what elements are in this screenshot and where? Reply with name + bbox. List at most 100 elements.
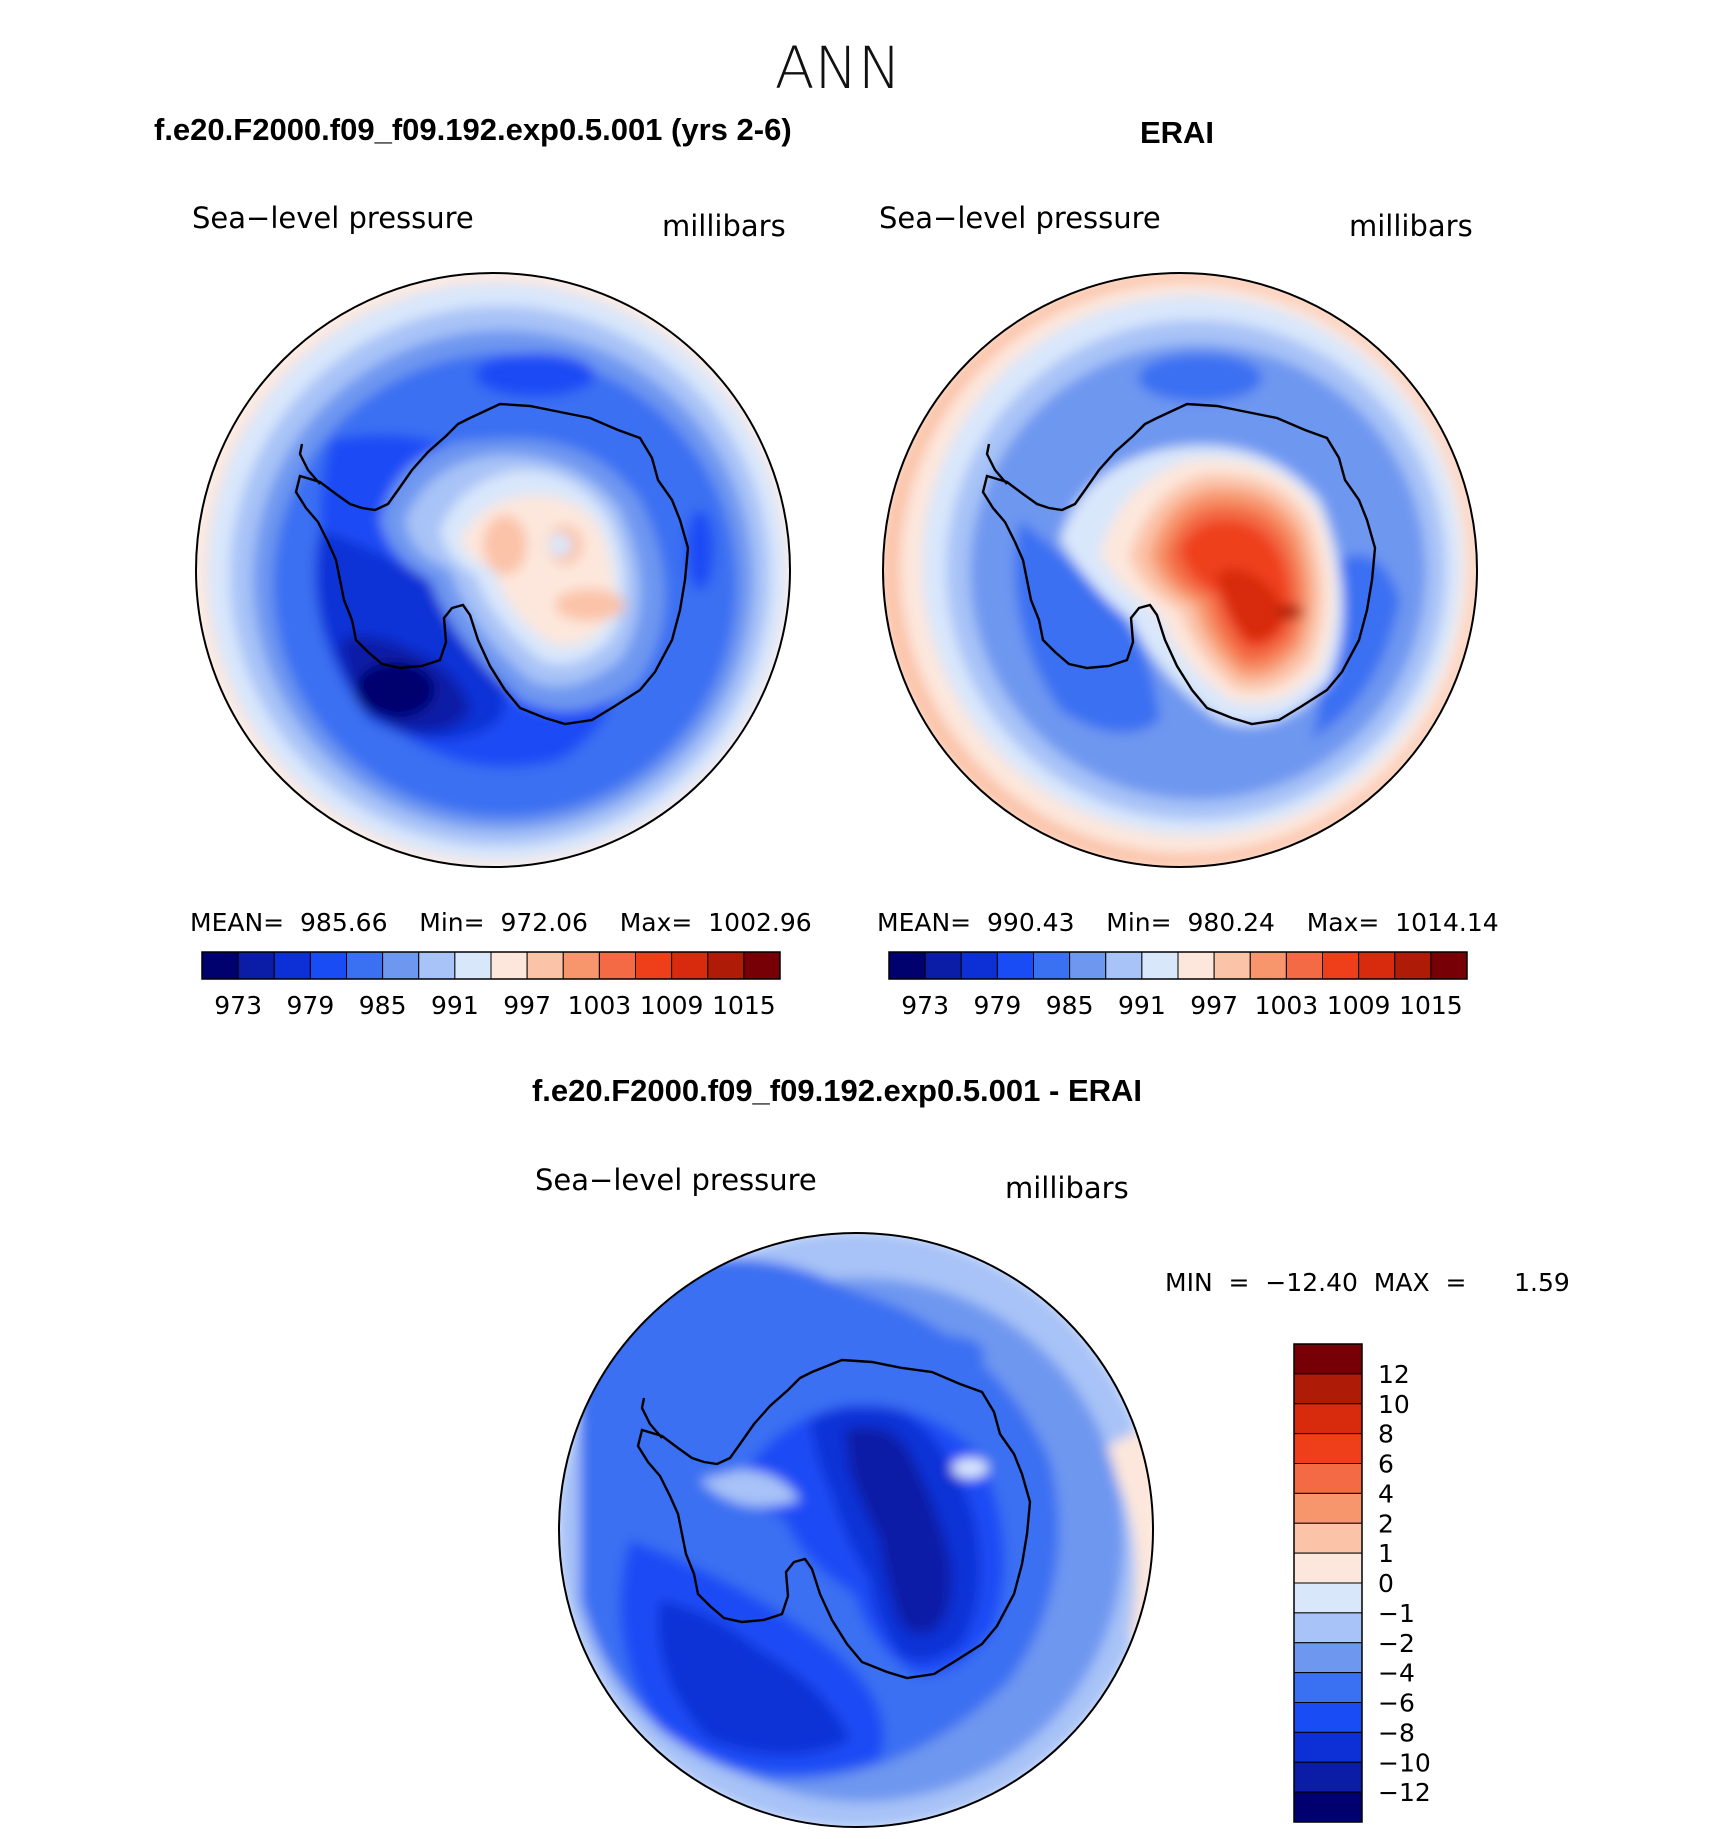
panel-diff-variable-label: Sea−level pressure <box>535 1163 817 1197</box>
colorbar-tick-label: 1003 <box>1255 991 1319 1020</box>
colorbar-tick-label: 1009 <box>640 991 704 1020</box>
colorbar-tick-label: 12 <box>1378 1360 1410 1389</box>
colorbar-swatch <box>201 951 239 980</box>
colorbar-swatch <box>1394 951 1432 980</box>
colorbar-tick-label: 1003 <box>568 991 632 1020</box>
colorbar-swatch <box>1293 1373 1363 1405</box>
colorbar-swatch <box>1249 951 1287 980</box>
panel-diff-units-label: millibars <box>1005 1171 1129 1205</box>
panel-obs-title: ERAI <box>1140 115 1214 150</box>
colorbar-swatch <box>490 951 528 980</box>
colorbar-swatch <box>1322 951 1360 980</box>
colorbar-tick-label: 1015 <box>1399 991 1463 1020</box>
colorbar-swatch <box>526 951 564 980</box>
colorbar-swatch <box>1293 1552 1363 1584</box>
colorbar-swatch <box>635 951 673 980</box>
colorbar-tick-label: 991 <box>1118 991 1166 1020</box>
panel-obs-colorbar: 973 979 985 991 997 1003 1009 1015 <box>888 951 1468 1020</box>
panel-obs-map-border <box>882 272 1478 868</box>
colorbar-swatch <box>1293 1612 1363 1644</box>
panel-diff-title: f.e20.F2000.f09_f09.192.exp0.5.001 - ERA… <box>532 1073 1142 1108</box>
colorbar-swatch <box>1293 1642 1363 1674</box>
colorbar-tick-label: 985 <box>359 991 407 1020</box>
colorbar-swatch <box>562 951 600 980</box>
colorbar-tick-label: −8 <box>1378 1718 1415 1747</box>
panel-model: f.e20.F2000.f09_f09.192.exp0.5.001 (yrs … <box>154 112 812 1020</box>
colorbar-frame <box>1293 1343 1363 1823</box>
panel-model-coastline <box>294 402 690 726</box>
colorbar-tick-label: 979 <box>287 991 335 1020</box>
colorbar-swatch <box>1293 1582 1363 1614</box>
colorbar-swatch <box>1105 951 1143 980</box>
panel-diff-stats: MIN = −12.40 MAX = 1.59 <box>1165 1268 1570 1297</box>
colorbar-tick-label: 979 <box>974 991 1022 1020</box>
colorbar-tick-label: 991 <box>431 991 479 1020</box>
colorbar-swatch <box>1293 1791 1363 1823</box>
colorbar-tick-label: 0 <box>1378 1569 1394 1598</box>
colorbar-swatch <box>1293 1761 1363 1793</box>
colorbar-tick-label: 4 <box>1378 1479 1394 1508</box>
panel-model-variable-label: Sea−level pressure <box>192 201 474 235</box>
panel-model-colorbar: 973 979 985 991 997 1003 1009 1015 <box>201 951 781 1020</box>
colorbar-swatch <box>1033 951 1071 980</box>
colorbar-swatch <box>1293 1672 1363 1703</box>
panel-obs-stats: MEAN= 990.43 Min= 980.24 Max= 1014.14 <box>877 908 1499 937</box>
colorbar-swatch <box>454 951 492 980</box>
colorbar-frame <box>888 951 1468 980</box>
colorbar-tick-label: 973 <box>901 991 949 1020</box>
colorbar-tick-label: −12 <box>1378 1778 1431 1807</box>
colorbar-tick-label: 985 <box>1046 991 1094 1020</box>
colorbar-swatch <box>671 951 709 980</box>
colorbar-swatch <box>996 951 1034 980</box>
colorbar-tick-label: 6 <box>1378 1450 1394 1479</box>
colorbar-swatch <box>960 951 998 980</box>
colorbar-tick-label: 1015 <box>712 991 776 1020</box>
panel-obs-coastline <box>981 402 1377 726</box>
colorbar-swatch <box>382 951 420 980</box>
colorbar-swatch <box>1293 1522 1363 1554</box>
colorbar-swatch <box>1430 951 1468 980</box>
colorbar-tick-label: 1009 <box>1327 991 1391 1020</box>
panel-model-map-border <box>195 272 791 868</box>
colorbar-tick-label: 973 <box>214 991 262 1020</box>
colorbar-swatch <box>1285 951 1323 980</box>
colorbar-swatch <box>1177 951 1215 980</box>
colorbar-swatch <box>1293 1463 1363 1494</box>
colorbar-swatch <box>273 951 311 980</box>
panel-obs-variable-label: Sea−level pressure <box>879 201 1161 235</box>
colorbar-swatch <box>237 951 275 980</box>
colorbar-tick-label: −4 <box>1378 1659 1415 1688</box>
colorbar-tick-label: 8 <box>1378 1420 1394 1449</box>
colorbar-swatch <box>888 951 926 980</box>
panel-obs-map <box>883 273 1477 867</box>
colorbar-tick-label: −1 <box>1378 1599 1415 1628</box>
colorbar-swatch <box>1141 951 1179 980</box>
colorbar-tick-label: −10 <box>1378 1748 1431 1777</box>
colorbar-swatch <box>1293 1731 1363 1763</box>
colorbar-swatch <box>1293 1403 1363 1435</box>
colorbar-tick-label: −6 <box>1378 1689 1415 1718</box>
panel-model-title: f.e20.F2000.f09_f09.192.exp0.5.001 (yrs … <box>154 112 792 147</box>
colorbar-swatch <box>743 951 781 980</box>
panel-diff-map-border <box>558 1232 1154 1828</box>
colorbar-frame <box>201 951 781 980</box>
panel-model-stats: MEAN= 985.66 Min= 972.06 Max= 1002.96 <box>190 908 812 937</box>
colorbar-tick-label: 10 <box>1378 1390 1410 1419</box>
colorbar-swatch <box>1293 1343 1363 1375</box>
colorbar-swatch <box>418 951 456 980</box>
panel-model-map <box>196 273 790 867</box>
panel-diff: f.e20.F2000.f09_f09.192.exp0.5.001 - ERA… <box>532 1073 1570 1828</box>
colorbar-tick-label: −2 <box>1378 1629 1415 1658</box>
colorbar-swatch <box>598 951 636 980</box>
colorbar-swatch <box>1293 1492 1363 1524</box>
colorbar-tick-label: 997 <box>1190 991 1238 1020</box>
panel-obs-units-label: millibars <box>1349 209 1473 243</box>
panel-diff-map <box>559 1233 1153 1827</box>
colorbar-swatch <box>346 951 384 980</box>
colorbar-swatch <box>924 951 962 980</box>
panel-model-units-label: millibars <box>662 209 786 243</box>
panel-obs: ERAI Sea−level pressure millibars <box>877 115 1499 1020</box>
panel-diff-coastline <box>636 1358 1032 1680</box>
